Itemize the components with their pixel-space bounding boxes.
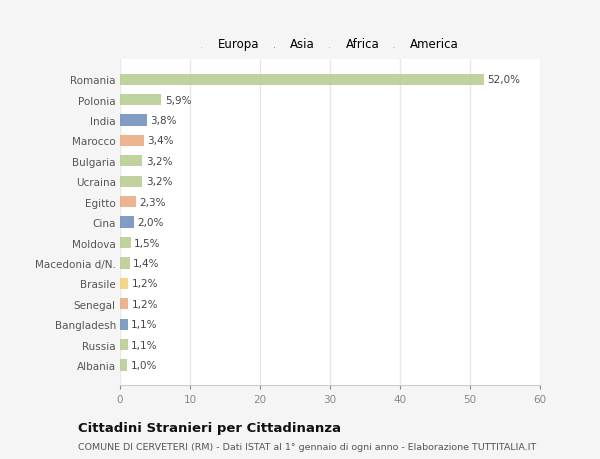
Text: 1,0%: 1,0% xyxy=(131,360,157,370)
Bar xyxy=(120,339,128,350)
Text: COMUNE DI CERVETERI (RM) - Dati ISTAT al 1° gennaio di ogni anno - Elaborazione : COMUNE DI CERVETERI (RM) - Dati ISTAT al… xyxy=(78,442,536,451)
Text: 1,4%: 1,4% xyxy=(133,258,160,269)
Bar xyxy=(120,237,131,249)
Text: 3,8%: 3,8% xyxy=(150,116,176,126)
Text: 5,9%: 5,9% xyxy=(165,95,191,106)
Bar xyxy=(120,176,142,187)
Text: 1,2%: 1,2% xyxy=(132,299,158,309)
Bar xyxy=(120,359,127,371)
Text: 1,2%: 1,2% xyxy=(132,279,158,289)
Text: 1,5%: 1,5% xyxy=(134,238,161,248)
Text: 2,0%: 2,0% xyxy=(137,218,164,228)
Bar xyxy=(120,115,146,126)
Bar xyxy=(120,156,142,167)
Bar xyxy=(120,258,130,269)
Text: Cittadini Stranieri per Cittadinanza: Cittadini Stranieri per Cittadinanza xyxy=(78,421,341,434)
Bar xyxy=(120,74,484,86)
Text: 3,4%: 3,4% xyxy=(148,136,174,146)
Bar xyxy=(120,278,128,289)
Bar xyxy=(120,196,136,208)
Text: 1,1%: 1,1% xyxy=(131,319,158,330)
Bar xyxy=(120,319,128,330)
Text: 1,1%: 1,1% xyxy=(131,340,158,350)
Legend: Europa, Asia, Africa, America: Europa, Asia, Africa, America xyxy=(197,33,463,56)
Bar xyxy=(120,95,161,106)
Bar xyxy=(120,298,128,310)
Bar xyxy=(120,217,134,228)
Text: 2,3%: 2,3% xyxy=(140,197,166,207)
Text: 52,0%: 52,0% xyxy=(487,75,521,85)
Text: 3,2%: 3,2% xyxy=(146,157,172,167)
Bar xyxy=(120,135,144,147)
Text: 3,2%: 3,2% xyxy=(146,177,172,187)
